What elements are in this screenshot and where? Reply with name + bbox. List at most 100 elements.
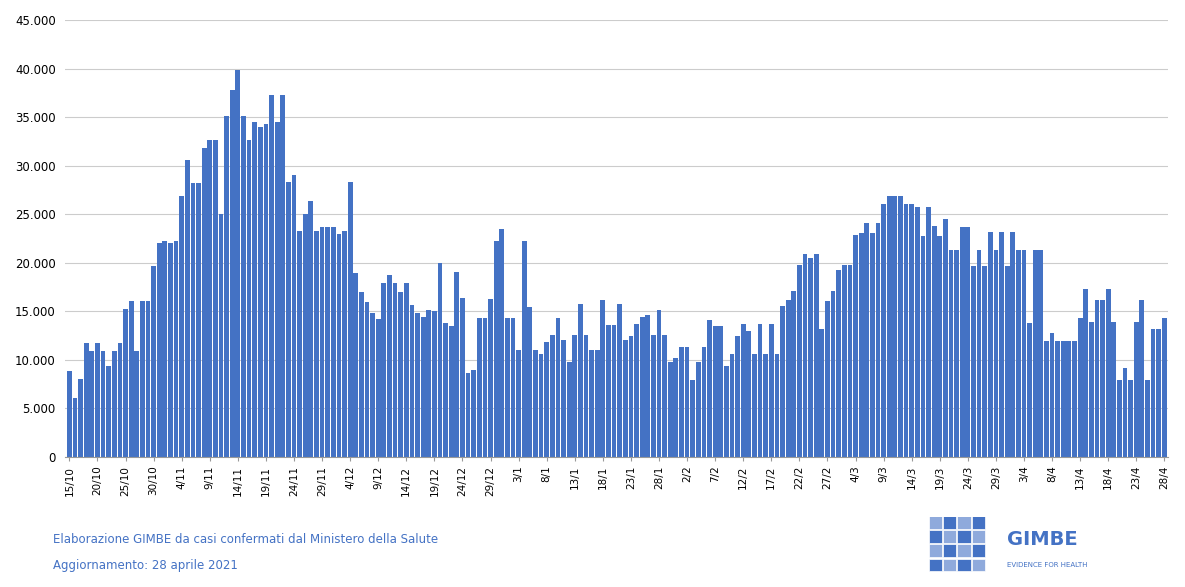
Bar [943,559,956,572]
Bar [258,127,263,457]
Bar [303,214,308,457]
Bar [236,70,241,457]
Bar [1117,380,1122,457]
Bar [1033,249,1038,457]
Text: Aggiornamento: 28 aprile 2021: Aggiornamento: 28 aprile 2021 [53,559,238,572]
Bar [673,358,678,457]
Bar [595,350,600,457]
Bar [382,282,386,457]
Bar [957,544,971,557]
Bar [415,313,419,457]
Bar [398,292,403,457]
Bar [679,348,684,457]
Bar [550,335,555,457]
Bar [606,325,610,457]
Bar [488,299,493,457]
Bar [780,306,784,457]
Bar [443,322,448,457]
Bar [691,380,696,457]
Bar [572,335,577,457]
Bar [449,326,454,457]
Bar [640,317,645,457]
Bar [1095,300,1100,457]
Bar [224,116,229,457]
Bar [747,331,751,457]
Bar [972,544,985,557]
Bar [578,303,583,457]
Bar [628,336,633,457]
Bar [957,530,971,543]
Bar [853,235,858,457]
Bar [376,319,380,457]
Bar [957,559,971,572]
Bar [589,350,594,457]
Bar [1112,322,1116,457]
Bar [611,325,616,457]
Bar [174,241,179,457]
Bar [814,254,819,457]
Bar [702,348,706,457]
Bar [1134,322,1139,457]
Bar [1038,249,1043,457]
Bar [308,201,313,457]
Text: EVIDENCE FOR HEALTH: EVIDENCE FOR HEALTH [1007,562,1088,568]
Bar [808,258,813,457]
Bar [623,339,628,457]
Bar [404,282,409,457]
Bar [966,227,971,457]
Bar [213,140,218,457]
Bar [197,183,201,457]
Bar [1044,340,1049,457]
Bar [802,254,807,457]
Bar [101,350,105,457]
Bar [921,236,925,457]
Bar [1016,249,1020,457]
Bar [117,343,122,457]
Bar [656,311,661,457]
Bar [410,305,415,457]
Bar [1157,329,1161,457]
Bar [1072,340,1077,457]
Bar [646,315,651,457]
Bar [331,227,335,457]
Bar [562,339,566,457]
Bar [957,516,971,529]
Bar [1056,340,1061,457]
Bar [466,373,470,457]
Bar [544,342,549,457]
Bar [527,308,532,457]
Bar [179,196,184,457]
Bar [482,318,487,457]
Bar [943,530,956,543]
Text: GIMBE: GIMBE [1007,529,1078,549]
Text: Elaborazione GIMBE da casi confermati dal Ministero della Salute: Elaborazione GIMBE da casi confermati da… [53,533,438,546]
Bar [556,319,561,457]
Bar [976,250,981,457]
Bar [275,122,280,457]
Bar [943,516,956,529]
Bar [292,176,296,457]
Bar [960,227,965,457]
Bar [929,530,942,543]
Bar [972,559,985,572]
Bar [909,204,914,457]
Bar [735,336,739,457]
Bar [392,282,397,457]
Bar [825,301,830,457]
Bar [342,231,347,457]
Bar [1089,322,1094,457]
Bar [185,160,190,457]
Bar [370,313,374,457]
Bar [1128,380,1133,457]
Bar [337,234,341,457]
Bar [84,343,89,457]
Bar [870,233,875,457]
Bar [505,318,510,457]
Bar [78,379,83,457]
Bar [583,335,589,457]
Bar [769,324,774,457]
Bar [929,559,942,572]
Bar [1083,289,1088,457]
Bar [1145,380,1149,457]
Bar [982,266,987,457]
